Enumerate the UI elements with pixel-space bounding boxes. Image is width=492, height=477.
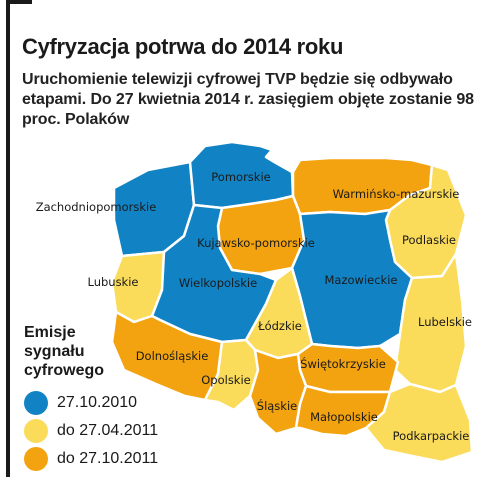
region-label-dolnoslaskie: Dolnośląskie bbox=[136, 349, 209, 363]
region-label-swietokrzyskie: Świętokrzyskie bbox=[300, 356, 386, 371]
page-title: Cyfryzacja potrwa do 2014 roku bbox=[22, 34, 344, 59]
region-label-slaskie: Śląskie bbox=[257, 398, 297, 413]
map-regions bbox=[110, 140, 474, 464]
region-kujawsko-pomorskie bbox=[216, 194, 306, 276]
region-label-malopolskie: Małopolskie bbox=[310, 410, 378, 424]
region-label-lodzkie: Łódzkie bbox=[257, 319, 302, 333]
legend-label-orange: do 27.10.2011 bbox=[57, 450, 159, 467]
region-label-podkarpackie: Podkarpackie bbox=[393, 429, 470, 443]
legend-swatch-orange bbox=[24, 447, 48, 471]
legend-swatch-yellow bbox=[24, 419, 48, 443]
region-label-podlaskie: Podlaskie bbox=[402, 233, 456, 247]
region-label-mazowieckie: Mazowieckie bbox=[325, 273, 398, 287]
region-label-lubuskie: Lubuskie bbox=[87, 275, 138, 289]
region-opolskie bbox=[203, 338, 260, 412]
region-malopolskie bbox=[294, 384, 392, 438]
region-label-kujawsko-pomorskie: Kujawsko-pomorskie bbox=[197, 236, 315, 250]
page-subtitle: Uruchomienie telewizji cyfrowej TVP będz… bbox=[22, 71, 474, 128]
region-label-zachodniopomorskie: Zachodniopomorskie bbox=[36, 200, 157, 214]
map-region-labels: Zachodniopomorskie Pomorskie Warmińsko-maz… bbox=[36, 170, 472, 443]
region-label-opolskie: Opolskie bbox=[201, 373, 251, 387]
region-podkarpackie bbox=[364, 382, 474, 464]
legend-swatch-blue bbox=[24, 391, 48, 415]
region-label-wielkopolskie: Wielkopolskie bbox=[179, 276, 257, 290]
legend-label-yellow: do 27.04.2011 bbox=[57, 422, 159, 439]
legend-title: Emisje sygnału cyfrowego bbox=[24, 324, 105, 379]
region-label-warminsko-mazurskie: Warmińsko-mazurskie bbox=[333, 187, 460, 201]
frame-rule-vertical bbox=[6, 0, 10, 477]
region-label-pomorskie: Pomorskie bbox=[211, 170, 270, 184]
region-label-lubelskie: Lubelskie bbox=[418, 315, 472, 329]
legend-label-blue: 27.10.2010 bbox=[57, 394, 138, 411]
frame-rule-horizontal bbox=[6, 0, 32, 4]
